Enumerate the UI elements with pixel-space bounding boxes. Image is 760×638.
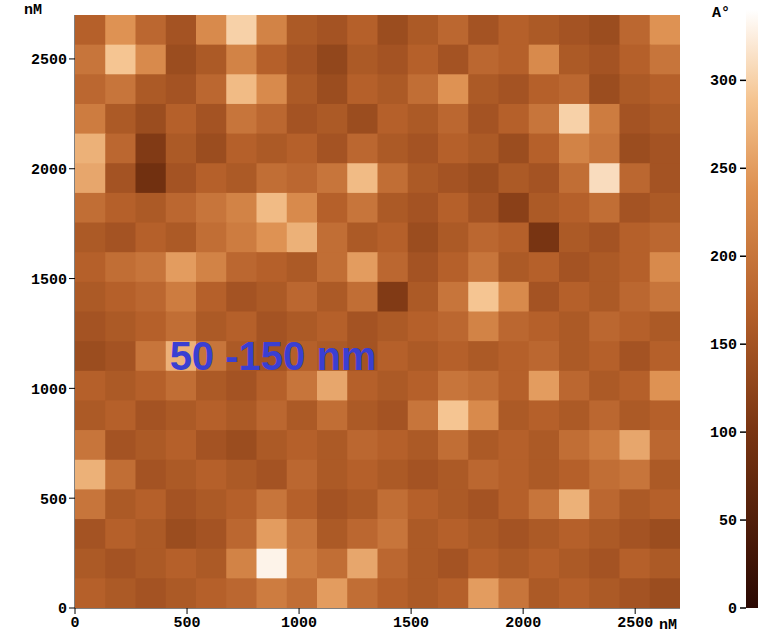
svg-text:1500: 1500 xyxy=(393,615,429,632)
svg-text:2000: 2000 xyxy=(505,615,541,632)
svg-text:0: 0 xyxy=(58,601,67,618)
svg-text:500: 500 xyxy=(40,492,67,509)
svg-text:A°: A° xyxy=(712,5,730,22)
html-text:nM: nM xyxy=(659,617,677,634)
svg-text:50 -150 nm: 50 -150 nm xyxy=(170,334,377,378)
svg-text:100: 100 xyxy=(710,425,737,442)
svg-text:250: 250 xyxy=(710,161,737,178)
svg-text:1000: 1000 xyxy=(31,382,67,399)
svg-text:1000: 1000 xyxy=(281,615,317,632)
svg-text:150: 150 xyxy=(710,337,737,354)
svg-text:0: 0 xyxy=(70,615,79,632)
svg-text:300: 300 xyxy=(710,73,737,90)
svg-text:200: 200 xyxy=(710,249,737,266)
svg-text:2000: 2000 xyxy=(31,162,67,179)
html-text:nM: nM xyxy=(24,2,42,19)
svg-text:1500: 1500 xyxy=(31,272,67,289)
svg-text:2500: 2500 xyxy=(617,615,653,632)
svg-text:2500: 2500 xyxy=(31,52,67,69)
svg-text:50: 50 xyxy=(719,513,737,530)
svg-text:0: 0 xyxy=(728,601,737,618)
svg-text:500: 500 xyxy=(174,615,201,632)
